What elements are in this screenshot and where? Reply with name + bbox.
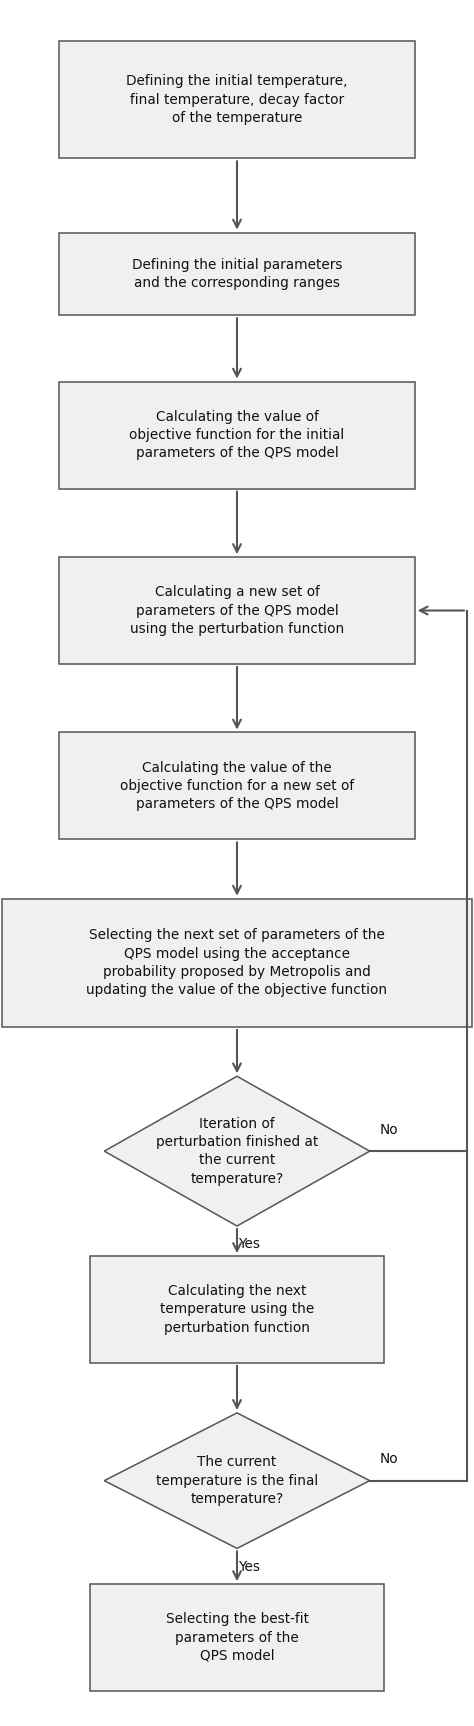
Text: Defining the initial temperature,
final temperature, decay factor
of the tempera: Defining the initial temperature, final …	[126, 74, 348, 126]
FancyBboxPatch shape	[59, 557, 415, 665]
Text: Selecting the best-fit
parameters of the
QPS model: Selecting the best-fit parameters of the…	[165, 1612, 309, 1662]
FancyBboxPatch shape	[59, 233, 415, 316]
FancyBboxPatch shape	[59, 381, 415, 488]
FancyBboxPatch shape	[59, 732, 415, 839]
Text: The current
temperature is the final
temperature?: The current temperature is the final tem…	[156, 1455, 318, 1507]
Text: Calculating a new set of
parameters of the QPS model
using the perturbation func: Calculating a new set of parameters of t…	[130, 585, 344, 635]
Text: Selecting the next set of parameters of the
QPS model using the acceptance
proba: Selecting the next set of parameters of …	[86, 929, 388, 998]
Text: Yes: Yes	[238, 1238, 260, 1251]
Polygon shape	[104, 1414, 370, 1548]
Text: Calculating the value of
objective function for the initial
parameters of the QP: Calculating the value of objective funct…	[129, 409, 345, 461]
Text: Calculating the value of the
objective function for a new set of
parameters of t: Calculating the value of the objective f…	[120, 761, 354, 811]
Text: No: No	[379, 1452, 398, 1467]
FancyBboxPatch shape	[90, 1584, 384, 1691]
Text: No: No	[379, 1124, 398, 1137]
FancyBboxPatch shape	[59, 41, 415, 159]
Text: Yes: Yes	[238, 1560, 260, 1574]
Text: Iteration of
perturbation finished at
the current
temperature?: Iteration of perturbation finished at th…	[156, 1117, 318, 1186]
Text: Defining the initial parameters
and the corresponding ranges: Defining the initial parameters and the …	[132, 257, 342, 290]
FancyBboxPatch shape	[2, 899, 472, 1027]
FancyBboxPatch shape	[90, 1257, 384, 1364]
Text: Calculating the next
temperature using the
perturbation function: Calculating the next temperature using t…	[160, 1284, 314, 1334]
Polygon shape	[104, 1077, 370, 1225]
